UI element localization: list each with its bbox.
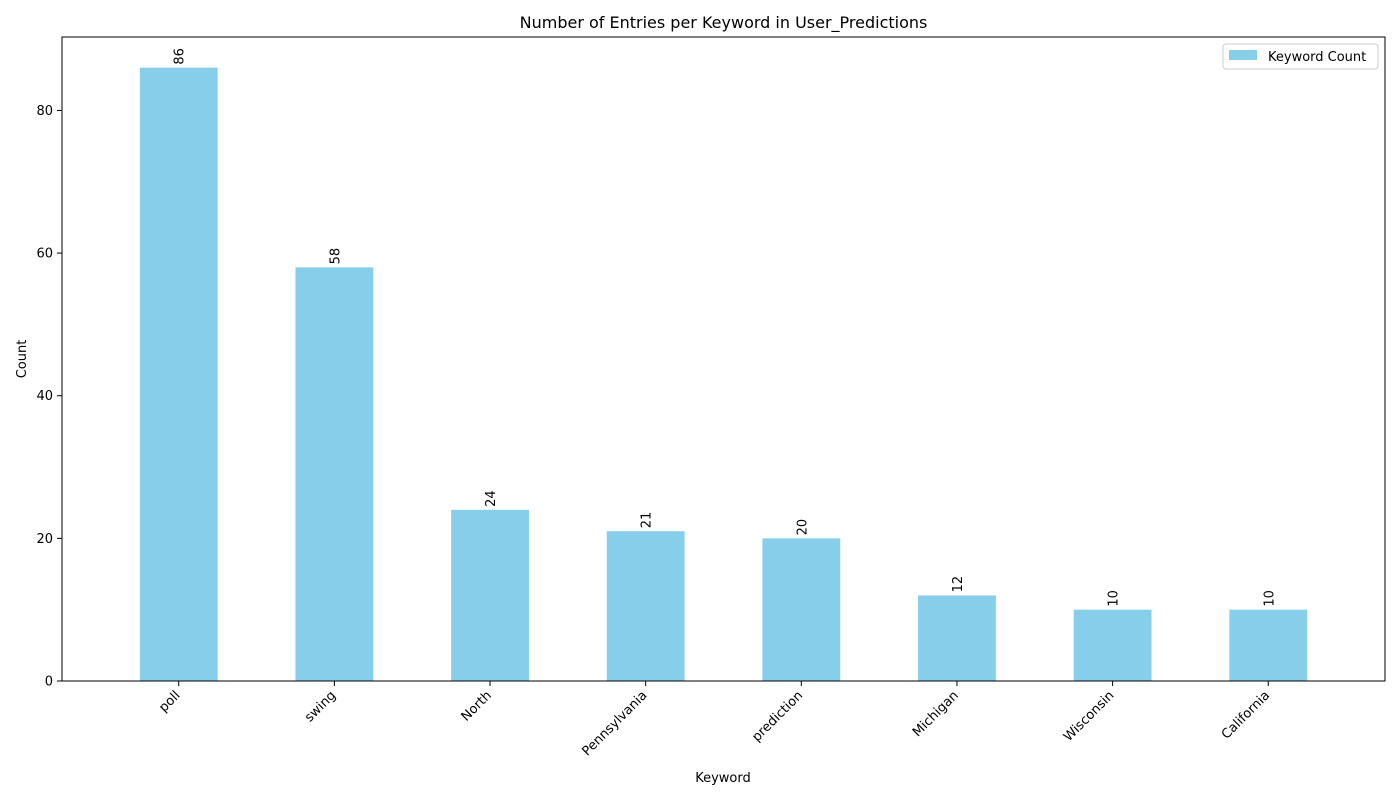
y-tick-label: 20 bbox=[36, 532, 53, 547]
legend-swatch bbox=[1229, 50, 1257, 60]
data-label-poll: 86 bbox=[173, 48, 188, 65]
data-label-swing: 58 bbox=[328, 248, 343, 265]
chart-title: Number of Entries per Keyword in User_Pr… bbox=[520, 13, 928, 33]
y-tick-label: 0 bbox=[45, 675, 53, 690]
x-tick-label-pennsylvania: Pennsylvania bbox=[579, 688, 650, 759]
x-tick-label-prediction: prediction bbox=[749, 688, 806, 745]
plot-frame bbox=[61, 36, 1386, 682]
x-tick-label-north: North bbox=[459, 688, 495, 724]
bar-poll bbox=[139, 67, 218, 681]
x-tick-label-swing: swing bbox=[302, 688, 339, 725]
legend: Keyword Count bbox=[1222, 43, 1379, 70]
bars bbox=[139, 67, 1308, 681]
y-axis-ticks: 0 20 40 60 80 bbox=[36, 104, 62, 690]
x-tick-label-california: California bbox=[1219, 688, 1273, 742]
data-label-north: 24 bbox=[484, 490, 499, 507]
bar-swing bbox=[295, 267, 374, 681]
data-labels: 86 58 24 21 20 12 10 10 bbox=[173, 48, 1278, 607]
y-axis-label: Count bbox=[15, 340, 30, 379]
bar-prediction bbox=[762, 538, 841, 681]
x-tick-label-wisconsin: Wisconsin bbox=[1061, 688, 1118, 745]
x-tick-label-michigan: Michigan bbox=[910, 688, 962, 740]
data-label-california: 10 bbox=[1262, 590, 1277, 607]
x-tick-label-poll: poll bbox=[156, 688, 183, 715]
bar-wisconsin bbox=[1073, 609, 1152, 681]
x-axis-label: Keyword bbox=[695, 771, 751, 786]
bar-california bbox=[1229, 609, 1308, 681]
bar-pennsylvania bbox=[606, 531, 685, 681]
bar-north bbox=[451, 509, 529, 681]
legend-entry-keyword-count: Keyword Count bbox=[1268, 50, 1366, 65]
y-tick-label: 60 bbox=[36, 247, 53, 262]
y-tick-label: 80 bbox=[36, 104, 53, 119]
y-tick-label: 40 bbox=[36, 389, 53, 404]
legend-box bbox=[1222, 43, 1379, 70]
data-label-pennsylvania: 21 bbox=[640, 512, 655, 529]
data-label-michigan: 12 bbox=[951, 576, 966, 593]
data-label-prediction: 20 bbox=[795, 519, 810, 536]
data-label-wisconsin: 10 bbox=[1107, 590, 1122, 607]
x-axis-ticks: poll swing North Pennsylvania prediction Mich… bbox=[156, 681, 1273, 759]
bar-michigan bbox=[918, 595, 996, 681]
